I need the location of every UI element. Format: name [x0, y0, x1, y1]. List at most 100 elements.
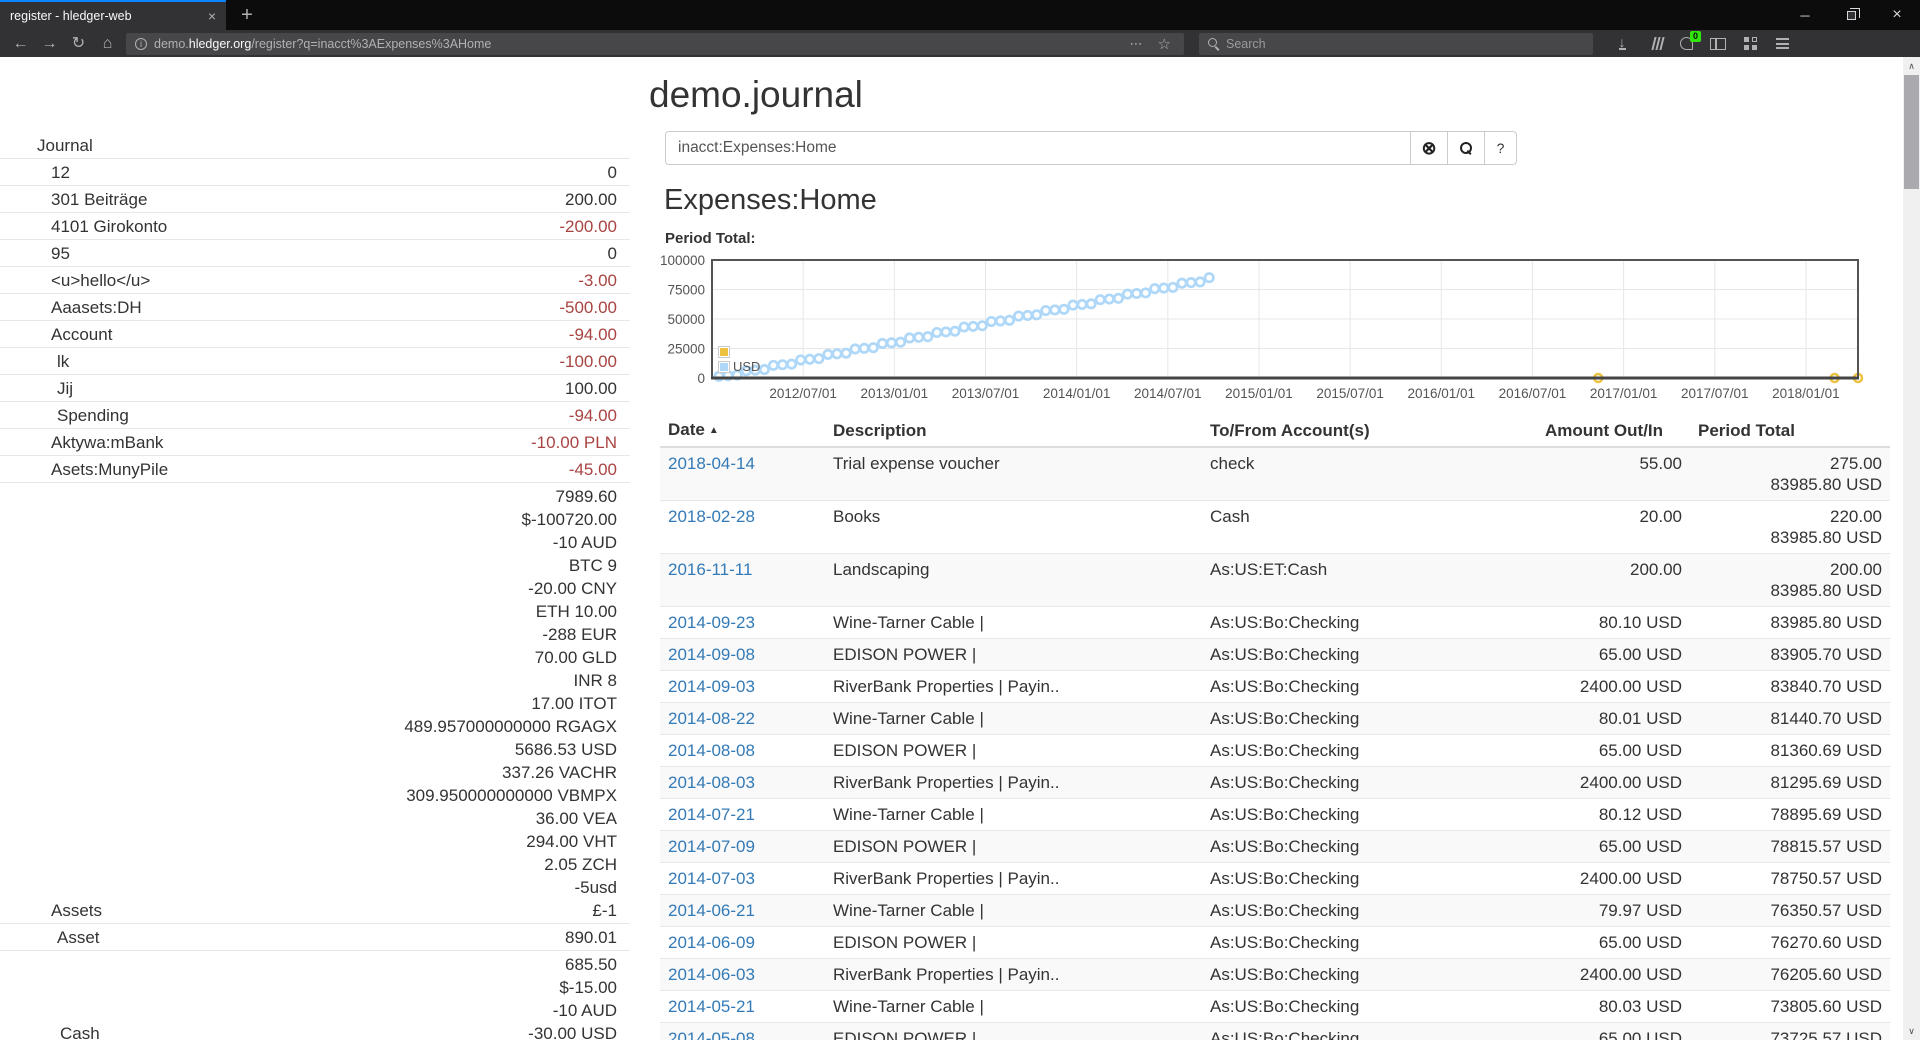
- transaction-row: 2014-07-21 Wine-Tarner Cable | As:US:Bo:Ch…: [660, 798, 1890, 831]
- account-name-link[interactable]: 4101 Girokonto: [51, 217, 168, 236]
- column-header-to-from-account-s[interactable]: To/From Account(s): [1202, 414, 1537, 448]
- transaction-date-link[interactable]: 2018-02-28: [668, 507, 755, 526]
- account-name-link[interactable]: Asset: [57, 928, 100, 947]
- account-name-link[interactable]: lk: [57, 352, 70, 371]
- hamburger-menu-icon: [1775, 38, 1789, 49]
- transaction-date-link[interactable]: 2014-08-22: [668, 709, 755, 728]
- legend-entry: [718, 344, 760, 359]
- sidebar-account-lk: lk -100.00: [0, 348, 630, 375]
- tab-close-icon[interactable]: ×: [207, 8, 216, 24]
- account-name-link[interactable]: Asets:MunyPile: [51, 460, 169, 479]
- transaction-description: RiverBank Properties | Payin..: [825, 766, 1202, 799]
- transaction-account: As:US:Bo:Checking: [1202, 830, 1537, 863]
- download-icon: ↓: [1618, 34, 1626, 50]
- account-name-link[interactable]: Aktywa:mBank: [51, 433, 164, 452]
- page-actions-icon[interactable]: ⋯: [1129, 35, 1143, 51]
- transaction-date-link[interactable]: 2014-09-08: [668, 645, 755, 664]
- transaction-date-link[interactable]: 2014-05-21: [668, 997, 755, 1016]
- library-button[interactable]: [1638, 30, 1670, 57]
- transaction-amount: 80.12 USD: [1537, 798, 1690, 831]
- account-name-link[interactable]: Aaasets:DH: [51, 298, 142, 317]
- scroll-down-arrow[interactable]: ∨: [1908, 1025, 1915, 1036]
- transaction-date-link[interactable]: 2014-09-23: [668, 613, 755, 632]
- search-button[interactable]: [1447, 131, 1485, 165]
- account-name-link[interactable]: 12: [51, 163, 70, 182]
- period-total: 275.00 83985.80 USD: [1690, 447, 1890, 501]
- period-total-chart[interactable]: 2012/07/01 2013/01/01 2013/07/01 2014/01/01…: [649, 252, 1881, 406]
- sidebars-button[interactable]: [1702, 30, 1734, 57]
- home-button[interactable]: ⌂: [102, 35, 113, 52]
- window-restore-button[interactable]: [1828, 0, 1874, 30]
- account-name-link[interactable]: Assets: [51, 901, 103, 920]
- extension-button[interactable]: 0: [1670, 30, 1702, 57]
- account-name-link[interactable]: Spending: [57, 406, 129, 425]
- account-name-link[interactable]: <u>hello</u>: [51, 271, 151, 290]
- url-bar[interactable]: i demo.hledger.org/register?q=inacct%3AE…: [126, 32, 1184, 55]
- column-header-date[interactable]: Date ▲: [660, 414, 825, 448]
- period-total: 83905.70 USD: [1690, 638, 1890, 671]
- forward-button[interactable]: →: [41, 35, 58, 52]
- accounts-sidebar: Journal 12 0 301 Beiträge 200.00 4101 Girokon…: [0, 132, 630, 1040]
- transaction-date-link[interactable]: 2014-06-09: [668, 933, 755, 952]
- column-header-description[interactable]: Description: [825, 414, 1202, 448]
- transaction-date-link[interactable]: 2014-07-09: [668, 837, 755, 856]
- transaction-date-link[interactable]: 2014-06-03: [668, 965, 755, 984]
- account-name-link[interactable]: Jij: [57, 379, 74, 398]
- sidebar-account-u-hello-u: <u>hello</u> -3.00: [0, 267, 630, 294]
- transaction-date-link[interactable]: 2014-06-21: [668, 901, 755, 920]
- transaction-account: As:US:Bo:Checking: [1202, 926, 1537, 959]
- transaction-amount: 65.00 USD: [1537, 1022, 1690, 1040]
- transaction-date-link[interactable]: 2014-07-03: [668, 869, 755, 888]
- transaction-account: As:US:Bo:Checking: [1202, 638, 1537, 671]
- transaction-date-link[interactable]: 2014-05-08: [668, 1029, 755, 1040]
- transaction-account: As:US:ET:Cash: [1202, 553, 1537, 607]
- extension-badge: 0: [1689, 31, 1701, 42]
- svg-text:2013/01/01: 2013/01/01: [861, 386, 929, 401]
- transaction-date-link[interactable]: 2014-07-21: [668, 805, 755, 824]
- apps-grid-button[interactable]: [1734, 30, 1766, 57]
- column-header-period-total[interactable]: Period Total: [1690, 414, 1890, 448]
- account-name-link[interactable]: 301 Beiträge: [51, 190, 148, 209]
- browser-tab[interactable]: register - hledger-web ×: [0, 0, 226, 30]
- window-minimize-button[interactable]: ─: [1800, 7, 1810, 23]
- account-name-link[interactable]: Cash: [60, 1024, 100, 1040]
- scroll-up-arrow[interactable]: ∧: [1908, 60, 1915, 71]
- svg-text:2018/01/01: 2018/01/01: [1772, 386, 1840, 401]
- transaction-date-link[interactable]: 2018-04-14: [668, 454, 755, 473]
- account-balance: 7989.60 $-100720.00 -10 AUD BTC 9 -20.00 CNY…: [404, 487, 617, 920]
- browser-search-field[interactable]: Search: [1199, 32, 1593, 55]
- period-total: 220.00 83985.80 USD: [1690, 500, 1890, 554]
- sidebar-account-asets-munypile: Asets:MunyPile -45.00: [0, 456, 630, 483]
- account-name-link[interactable]: Journal: [37, 136, 93, 155]
- vertical-scrollbar[interactable]: ∧ ∨: [1903, 57, 1920, 1040]
- svg-text:2017/07/01: 2017/07/01: [1681, 386, 1749, 401]
- sidebars-icon: [1710, 37, 1726, 50]
- transaction-amount: 55.00: [1537, 447, 1690, 501]
- transaction-date-link[interactable]: 2014-08-08: [668, 741, 755, 760]
- window-close-button[interactable]: ×: [1892, 6, 1902, 23]
- query-form: ⊗ ?: [665, 131, 1517, 165]
- period-total: 200.00 83985.80 USD: [1690, 553, 1890, 607]
- transaction-row: 2014-09-23 Wine-Tarner Cable | As:US:Bo:Ch…: [660, 606, 1890, 639]
- site-info-icon[interactable]: i: [135, 37, 147, 50]
- column-header-amount-out-in[interactable]: Amount Out/In: [1537, 414, 1690, 448]
- transaction-row: 2014-05-08 EDISON POWER | As:US:Bo:Checkin…: [660, 1022, 1890, 1040]
- scrollbar-thumb[interactable]: [1904, 75, 1919, 189]
- reload-button[interactable]: ↻: [71, 35, 86, 52]
- svg-text:25000: 25000: [667, 342, 705, 357]
- back-button[interactable]: ←: [12, 35, 29, 52]
- help-button[interactable]: ?: [1484, 131, 1517, 165]
- transaction-row: 2014-08-08 EDISON POWER | As:US:Bo:Checkin…: [660, 734, 1890, 767]
- transaction-row: 2014-09-08 EDISON POWER | As:US:Bo:Checkin…: [660, 638, 1890, 671]
- transaction-date-link[interactable]: 2014-09-03: [668, 677, 755, 696]
- account-name-link[interactable]: 95: [51, 244, 70, 263]
- menu-button[interactable]: [1766, 30, 1798, 57]
- transaction-date-link[interactable]: 2016-11-11: [668, 560, 753, 579]
- clear-query-button[interactable]: ⊗: [1410, 131, 1448, 165]
- downloads-button[interactable]: ↓: [1606, 30, 1638, 57]
- new-tab-button[interactable]: +: [241, 3, 253, 26]
- query-input[interactable]: [665, 131, 1411, 165]
- transaction-date-link[interactable]: 2014-08-03: [668, 773, 755, 792]
- bookmark-star-icon[interactable]: ☆: [1157, 35, 1171, 53]
- account-name-link[interactable]: Account: [51, 325, 113, 344]
